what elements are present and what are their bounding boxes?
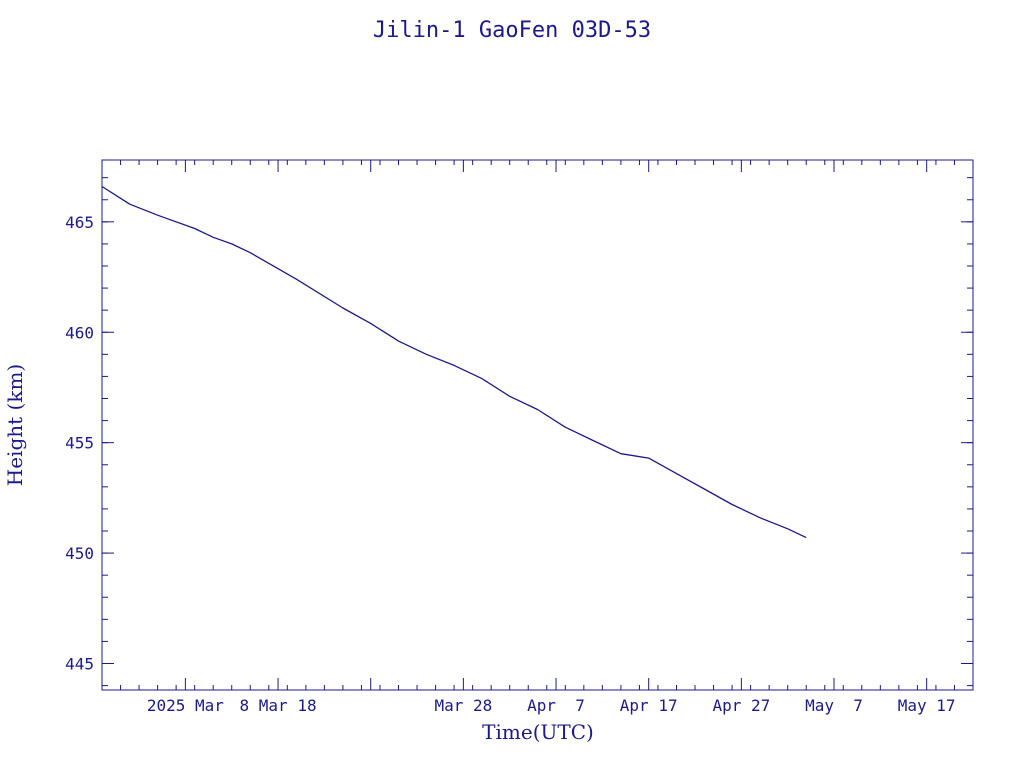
x-axis-label: Time(UTC) [482, 720, 594, 744]
x-tick-label: Apr 27 [712, 696, 770, 715]
x-tick-label: Apr 17 [620, 696, 678, 715]
x-tick-label: 8 Mar 18 [240, 696, 317, 715]
x-tick-label: 2025 Mar [147, 696, 224, 715]
y-tick-label: 460 [65, 323, 94, 342]
y-tick-labels: 445 450 455 460 465 [65, 213, 94, 674]
x-tick-label: May 7 [805, 696, 863, 715]
y-axis-label: Height (km) [3, 364, 27, 486]
x-tick-label: Apr 7 [527, 696, 585, 715]
y-tick-label: 465 [65, 213, 94, 232]
series-line [101, 185, 807, 539]
y-tick-label: 445 [65, 655, 94, 674]
plot-frame [101, 159, 974, 691]
axis-ticks [101, 160, 974, 690]
y-tick-label: 455 [65, 434, 94, 453]
y-tick-label: 450 [65, 544, 94, 563]
x-tick-label: May 17 [898, 696, 956, 715]
x-tick-label: Mar 28 [434, 696, 492, 715]
chart-title: Jilin-1 GaoFen 03D-53 [373, 18, 651, 43]
x-tick-labels: 2025 Mar 8 Mar 18 Mar 28 Apr 7 Apr 17 Apr 27 M… [147, 696, 956, 715]
